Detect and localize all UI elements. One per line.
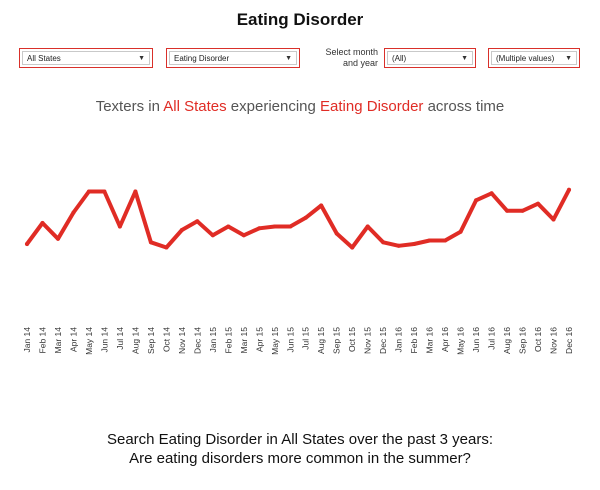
- page-title: Eating Disorder: [236, 10, 364, 29]
- month-dropdown[interactable]: (All) ▼: [384, 48, 476, 68]
- subtitle-text-3: across time: [423, 98, 505, 115]
- month-label-line-2: and year: [342, 58, 378, 68]
- x-tick-label: Jan 15: [208, 327, 218, 353]
- x-tick-label: Jun 14: [99, 327, 109, 353]
- data-point: [288, 224, 293, 229]
- month-dropdown-value: (All): [392, 53, 407, 63]
- data-point: [210, 233, 215, 238]
- x-tick-label: Apr 14: [69, 327, 79, 352]
- x-tick-label: Mar 15: [239, 327, 249, 354]
- chevron-down-icon: ▼: [285, 54, 292, 62]
- data-point: [40, 221, 45, 225]
- data-point: [148, 240, 153, 245]
- month-label-line-1: Select month: [325, 47, 378, 57]
- data-point: [412, 242, 417, 246]
- chevron-down-icon: ▼: [565, 54, 572, 62]
- data-point: [427, 238, 432, 243]
- data-point: [241, 233, 246, 238]
- data-point: [272, 224, 277, 229]
- x-tick-label: Nov 15: [363, 327, 373, 354]
- data-point: [71, 210, 76, 215]
- data-point: [474, 198, 479, 203]
- x-tick-label: Feb 16: [409, 327, 419, 354]
- x-tick-label: Apr 16: [440, 327, 450, 352]
- x-tick-label: Jul 14: [115, 327, 125, 350]
- x-tick-label: Oct 15: [347, 327, 357, 352]
- x-tick-label: Nov 14: [177, 327, 187, 354]
- data-point: [520, 208, 525, 213]
- subtitle-state: All States: [163, 98, 227, 115]
- multi-values-dropdown-value: (Multiple values): [496, 53, 555, 63]
- month-year-label: Select month and year: [312, 47, 378, 69]
- x-tick-label: Aug 15: [316, 327, 326, 354]
- question-line-2: Are eating disorders more common in the …: [129, 450, 471, 467]
- x-tick-label: Jan 14: [22, 327, 32, 353]
- subtitle-topic: Eating Disorder: [320, 98, 424, 115]
- x-tick-label: Aug 14: [130, 327, 140, 354]
- topic-dropdown[interactable]: Eating Disorder ▼: [166, 48, 300, 68]
- data-point: [86, 189, 91, 194]
- subtitle-text-2: experiencing: [226, 98, 321, 115]
- x-tick-label: Dec 15: [378, 327, 388, 354]
- x-tick-label: Sep 16: [518, 327, 528, 354]
- data-point: [226, 224, 231, 229]
- state-dropdown-value: All States: [27, 53, 61, 63]
- x-tick-label: Dec 14: [192, 327, 202, 354]
- x-tick-label: Feb 14: [38, 327, 48, 354]
- x-tick-label: Nov 16: [549, 327, 559, 354]
- data-point: [319, 203, 324, 208]
- x-tick-label: Jun 16: [471, 327, 481, 353]
- data-point: [551, 217, 556, 222]
- data-point: [396, 243, 401, 248]
- chevron-down-icon: ▼: [461, 54, 468, 62]
- x-tick-label: Jun 15: [285, 327, 295, 353]
- chevron-down-icon: ▼: [138, 54, 145, 62]
- x-tick-label: Mar 16: [425, 327, 435, 354]
- x-tick-label: Aug 16: [502, 327, 512, 354]
- series-line: [25, 187, 571, 250]
- subtitle-text-1: Texters in: [95, 98, 164, 115]
- data-point: [536, 201, 540, 206]
- data-point: [365, 224, 370, 229]
- data-point: [195, 219, 200, 224]
- data-point: [505, 208, 510, 213]
- x-tick-label: Apr 15: [254, 327, 264, 352]
- data-point: [350, 245, 355, 250]
- x-tick-label: Sep 15: [332, 327, 342, 354]
- x-tick-label: Sep 14: [146, 327, 156, 354]
- data-point: [443, 238, 448, 243]
- line-chart: Jan 14 Feb 14 Mar 14 Apr 14 May 14 Jun 14 Jul …: [22, 187, 574, 355]
- x-tick-label: Feb 15: [223, 327, 233, 354]
- data-point: [303, 215, 308, 220]
- multi-values-dropdown[interactable]: (Multiple values) ▼: [488, 48, 580, 68]
- data-point: [381, 240, 386, 245]
- data-point: [257, 226, 262, 231]
- data-point: [117, 224, 122, 229]
- x-tick-label: May 16: [456, 327, 466, 355]
- data-point: [164, 245, 169, 250]
- chart-subtitle: Texters in All States experiencing Eatin…: [0, 98, 600, 115]
- x-tick-label: Mar 14: [53, 327, 63, 354]
- data-point: [179, 228, 184, 232]
- question-text: Search Eating Disorder in All States ove…: [0, 430, 600, 468]
- topic-dropdown-value: Eating Disorder: [174, 53, 230, 63]
- x-tick-label: May 15: [270, 327, 280, 355]
- x-tick-label: Jan 16: [394, 327, 404, 353]
- x-tick-label: Jul 16: [487, 327, 497, 350]
- data-point: [25, 242, 29, 246]
- data-point: [458, 229, 463, 234]
- x-tick-label: Jul 15: [301, 327, 311, 350]
- x-tick-label: Oct 14: [161, 327, 171, 352]
- data-point: [133, 189, 138, 194]
- data-point: [489, 191, 494, 196]
- x-tick-label: Oct 16: [533, 327, 543, 352]
- data-point: [567, 187, 571, 192]
- state-dropdown[interactable]: All States ▼: [19, 48, 153, 68]
- data-point: [56, 236, 60, 241]
- x-tick-label: May 14: [84, 327, 94, 355]
- data-point: [102, 189, 107, 194]
- x-tick-label: Dec 16: [564, 327, 574, 354]
- question-line-1: Search Eating Disorder in All States ove…: [106, 431, 494, 448]
- data-point: [334, 231, 339, 236]
